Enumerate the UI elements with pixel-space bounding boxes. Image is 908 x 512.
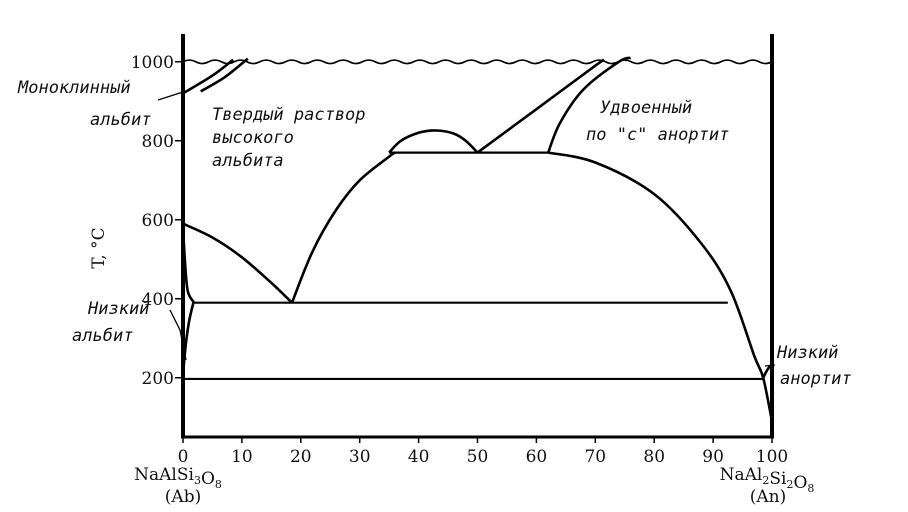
phase-boundary-curve <box>182 222 293 304</box>
y-axis-label: T, °C <box>89 227 109 268</box>
annotation-doubled-anorthite-1: Удвоенный <box>600 98 692 118</box>
x-tick-label: 40 <box>408 447 430 467</box>
phase-boundary-curve <box>388 129 479 154</box>
annotation-low-albite-2: альбит <box>72 326 133 346</box>
phase-boundary-curve <box>181 223 195 303</box>
melting-line <box>182 59 773 65</box>
annotation-monoclinic-albite-1: Моноклинный <box>17 78 131 98</box>
axes <box>181 34 774 439</box>
phase-boundary-curve <box>476 58 606 154</box>
annotation-low-anorthite-1: Низкий <box>776 343 838 363</box>
right-end-abbr: (An) <box>750 487 787 507</box>
annotation-solid-solution-3: альбита <box>212 151 284 171</box>
annotation-leader-line <box>764 364 776 367</box>
x-tick-label: 100 <box>756 447 788 467</box>
x-tick-label: 80 <box>643 447 665 467</box>
phase-boundary-curve <box>290 151 396 304</box>
phase-boundary-curve <box>547 151 774 422</box>
annotation-doubled-anorthite-2: по "c" анортит <box>586 125 729 145</box>
annotation-solid-solution-1: Твердый раствор <box>212 105 366 125</box>
x-tick-label: 70 <box>584 447 606 467</box>
x-tick-label: 30 <box>349 447 371 467</box>
y-tick-label: 600 <box>142 211 174 231</box>
right-end-formula: NaAl2Si2O8 <box>720 465 815 495</box>
annotation-leader-line <box>157 91 184 101</box>
y-tick-label: 400 <box>142 290 174 310</box>
x-tick-label: 90 <box>702 447 724 467</box>
phase-boundary-curve <box>181 301 195 378</box>
x-tick-label: 0 <box>178 447 189 467</box>
left-end-formula: NaAlSi3O8 <box>134 465 222 491</box>
left-end-abbr: (Ab) <box>165 487 201 507</box>
annotation-monoclinic-albite-2: альбит <box>90 110 151 130</box>
annotation-solid-solution-2: высокого <box>212 128 294 148</box>
x-tick-label: 50 <box>467 447 489 467</box>
phase-boundary-curve <box>200 57 249 93</box>
annotation-leader-line <box>169 309 187 361</box>
y-tick-label: 800 <box>142 132 174 152</box>
annotation-low-anorthite-2: анортит <box>780 369 852 389</box>
ticks: 0 10 20 30 40 50 60 70 80 90 100 200 400 600 800 1000 <box>131 53 788 467</box>
phase-curves <box>157 56 776 422</box>
x-tick-label: 60 <box>526 447 548 467</box>
x-tick-label: 10 <box>231 447 253 467</box>
y-tick-label: 1000 <box>131 53 174 73</box>
phase-boundary-curve <box>182 58 234 95</box>
y-tick-label: 200 <box>142 369 174 389</box>
annotation-low-albite-1: Низкий <box>87 299 149 319</box>
phase-boundary-curve <box>546 56 632 154</box>
x-tick-label: 20 <box>290 447 312 467</box>
